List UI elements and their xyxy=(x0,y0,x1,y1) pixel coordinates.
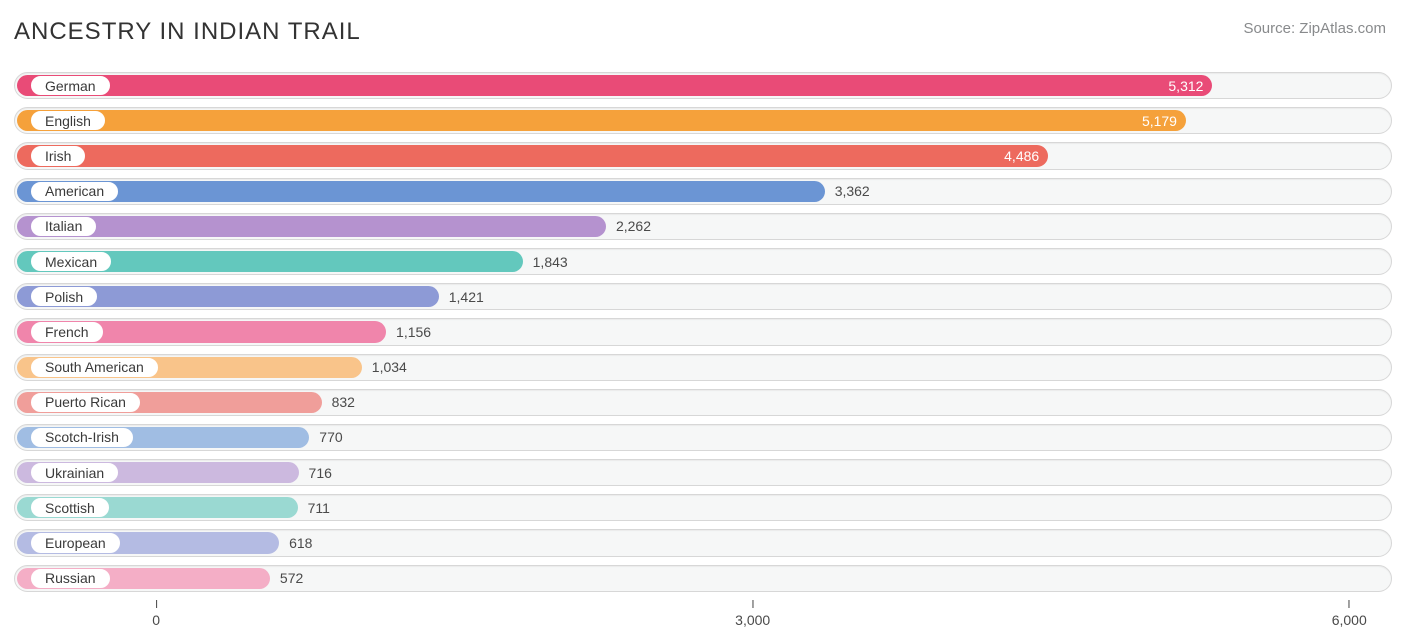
bar-label-pill: German xyxy=(30,75,111,96)
bar-fill xyxy=(17,181,825,202)
axis-tick: 0 xyxy=(152,600,160,628)
bar-value-label: 5,179 xyxy=(1142,103,1177,138)
bar-value-label: 1,156 xyxy=(396,314,431,349)
chart-title: ANCESTRY IN INDIAN TRAIL xyxy=(14,18,361,46)
bar-value-label: 2,262 xyxy=(616,209,651,244)
axis-tick-label: 3,000 xyxy=(735,612,770,628)
bar-label-pill: Scottish xyxy=(30,497,110,518)
chart-source: Source: ZipAtlas.com xyxy=(1243,20,1386,37)
bar-value-label: 770 xyxy=(319,420,342,455)
axis-tick-mark xyxy=(752,600,753,608)
x-axis: 0 3,000 6,000 xyxy=(14,600,1392,636)
axis-tick: 6,000 xyxy=(1332,600,1367,628)
bar-value-label: 618 xyxy=(289,525,312,560)
bar-row: English 5,179 xyxy=(14,103,1392,138)
bar-value-label: 572 xyxy=(280,561,303,596)
bar-fill xyxy=(17,216,606,237)
axis-tick-mark xyxy=(1349,600,1350,608)
bar-value-label: 1,843 xyxy=(533,244,568,279)
bar-label-pill: Russian xyxy=(30,568,111,589)
bar-value-label: 832 xyxy=(332,385,355,420)
bar-row: Italian 2,262 xyxy=(14,209,1392,244)
bar-label-pill: Puerto Rican xyxy=(30,392,141,413)
bar-row: Irish 4,486 xyxy=(14,138,1392,173)
bar-row: French 1,156 xyxy=(14,314,1392,349)
bar-row: European 618 xyxy=(14,525,1392,560)
bar-row: Ukrainian 716 xyxy=(14,455,1392,490)
bar-row: German 5,312 xyxy=(14,68,1392,103)
bar-label-pill: French xyxy=(30,321,104,342)
bar-value-label: 3,362 xyxy=(835,174,870,209)
bar-label-pill: South American xyxy=(30,357,159,378)
bar-label-pill: Ukrainian xyxy=(30,462,119,483)
bar-value-label: 711 xyxy=(308,490,330,525)
bar-row: American 3,362 xyxy=(14,174,1392,209)
bar-label-pill: Irish xyxy=(30,145,86,166)
bar-fill xyxy=(17,110,1186,131)
bar-row: Scottish 711 xyxy=(14,490,1392,525)
bar-label-pill: American xyxy=(30,181,119,202)
chart-container: ANCESTRY IN INDIAN TRAIL Source: ZipAtla… xyxy=(0,0,1406,644)
bar-value-label: 1,034 xyxy=(372,350,407,385)
chart-plot-area: German5,312English5,179Irish4,486America… xyxy=(14,68,1392,596)
bar-value-label: 5,312 xyxy=(1168,68,1203,103)
axis-tick-mark xyxy=(156,600,157,608)
bar-label-pill: Polish xyxy=(30,286,98,307)
bar-row: Russian 572 xyxy=(14,561,1392,596)
bar-label-pill: Scotch-Irish xyxy=(30,427,134,448)
bar-label-pill: European xyxy=(30,532,121,553)
chart-header: ANCESTRY IN INDIAN TRAIL Source: ZipAtla… xyxy=(14,18,1392,46)
bar-row: Puerto Rican 832 xyxy=(14,385,1392,420)
bar-row: Scotch-Irish 770 xyxy=(14,420,1392,455)
bar-value-label: 716 xyxy=(309,455,332,490)
bar-value-label: 1,421 xyxy=(449,279,484,314)
bar-label-pill: Mexican xyxy=(30,251,112,272)
bar-label-pill: Italian xyxy=(30,216,97,237)
bar-fill xyxy=(17,75,1212,96)
bar-row: Polish 1,421 xyxy=(14,279,1392,314)
axis-tick: 3,000 xyxy=(735,600,770,628)
bar-value-label: 4,486 xyxy=(1004,138,1039,173)
bar-row: Mexican 1,843 xyxy=(14,244,1392,279)
axis-tick-label: 0 xyxy=(152,612,160,628)
bar-label-pill: English xyxy=(30,110,106,131)
bar-fill xyxy=(17,145,1048,166)
bar-row: South American 1,034 xyxy=(14,350,1392,385)
axis-tick-label: 6,000 xyxy=(1332,612,1367,628)
